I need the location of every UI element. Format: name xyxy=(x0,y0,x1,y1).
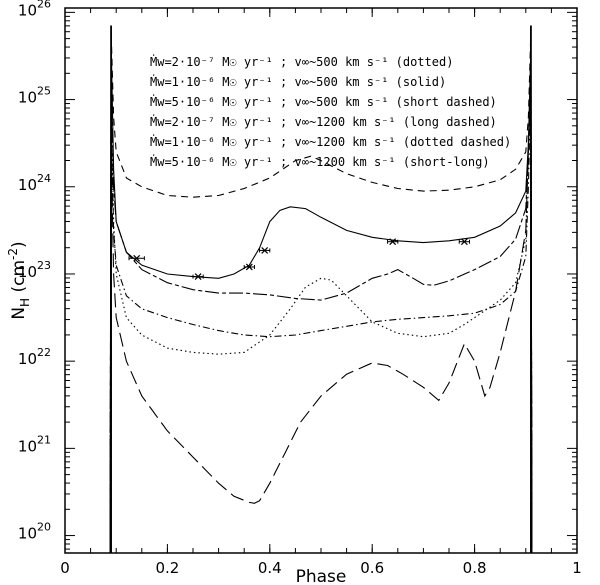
observation-point xyxy=(128,254,145,262)
y-axis-label: NH (cm-2) xyxy=(6,241,32,319)
legend: Ṁw=2·10⁻⁷ M☉ yr⁻¹ ; v∞~500 km s⁻¹ (dotte… xyxy=(150,54,511,169)
series-long-dashed-line xyxy=(109,82,533,554)
y-tick-label: 1021 xyxy=(18,433,51,455)
series-curves xyxy=(109,29,533,554)
axis-labels: Phase NH (cm-2) xyxy=(6,241,346,585)
x-tick-label: 0.6 xyxy=(360,559,384,577)
y-tick-label: 1020 xyxy=(18,521,51,543)
x-tick-label: 0.4 xyxy=(258,559,282,577)
observation-points xyxy=(128,238,470,281)
series-dotted-dashed-line xyxy=(109,82,533,554)
legend-entry-5: Ṁw=1·10⁻⁶ M☉ yr⁻¹ ; v∞~1200 km s⁻¹ (dott… xyxy=(150,134,511,149)
y-tick-label: 1025 xyxy=(18,85,51,107)
legend-entry-6: Ṁw=5·10⁻⁶ M☉ yr⁻¹ ; v∞~1200 km s⁻¹ (shor… xyxy=(150,154,490,169)
x-tick-label: 0 xyxy=(60,559,70,577)
y-tick-label: 1024 xyxy=(18,172,51,194)
observation-point xyxy=(387,238,399,246)
legend-entry-4: Ṁw=2·10⁻⁷ M☉ yr⁻¹ ; v∞~1200 km s⁻¹ (long… xyxy=(150,114,497,129)
series-dotted-line xyxy=(109,73,533,554)
x-tick-label: 1 xyxy=(572,559,582,577)
legend-entry-2: Ṁw=1·10⁻⁶ M☉ yr⁻¹ ; v∞~500 km s⁻¹ (solid… xyxy=(150,74,446,89)
legend-entry-3: Ṁw=5·10⁻⁶ M☉ yr⁻¹ ; v∞~500 km s⁻¹ (short… xyxy=(150,94,497,109)
observation-point xyxy=(192,273,204,281)
observation-point xyxy=(259,246,271,254)
eclipse-edges xyxy=(110,25,532,553)
axis-ticks: 0 0.2 0.4 0.6 0.8 1 1020 1021 1022 1023 1024 1025 10… xyxy=(18,0,582,577)
series-solid-line xyxy=(109,38,533,554)
y-tick-label: 1026 xyxy=(18,0,51,19)
series-short-long-line xyxy=(109,47,533,554)
y-tick-label: 1023 xyxy=(18,259,51,281)
y-tick-label: 1022 xyxy=(18,346,51,368)
x-tick-label: 0.2 xyxy=(155,559,179,577)
observation-point xyxy=(458,238,470,246)
x-tick-label: 0.8 xyxy=(463,559,487,577)
legend-entry-1: Ṁw=2·10⁻⁷ M☉ yr⁻¹ ; v∞~500 km s⁻¹ (dotte… xyxy=(150,54,453,69)
x-axis-label: Phase xyxy=(296,567,347,585)
plot-frame xyxy=(64,7,578,554)
series-short-dashed-line xyxy=(109,29,533,554)
observation-point xyxy=(243,263,255,271)
